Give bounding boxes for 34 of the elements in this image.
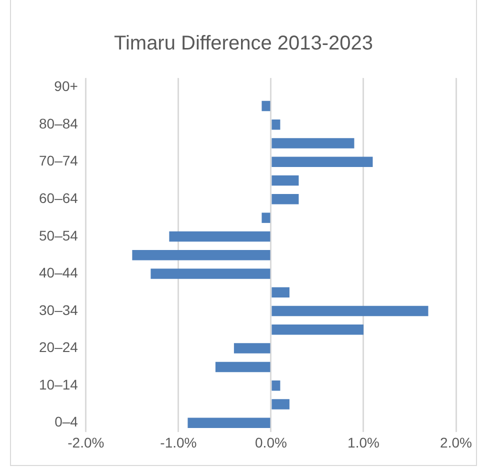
bar <box>272 306 428 316</box>
y-tick-label: 30–34 <box>38 302 78 318</box>
y-tick-label: 10–14 <box>38 376 78 392</box>
bar <box>272 119 280 130</box>
bar <box>262 100 270 112</box>
y-tick-label: 90+ <box>54 78 78 94</box>
bar <box>150 268 270 279</box>
bar <box>272 324 364 335</box>
y-tick-label: 80–84 <box>38 115 78 132</box>
y-tick-label: 40–44 <box>38 264 78 281</box>
bar <box>272 399 290 410</box>
bar <box>215 362 270 372</box>
bar <box>169 231 270 242</box>
bar <box>272 175 299 186</box>
y-tick-label: 0–4 <box>54 414 78 430</box>
bar <box>272 156 373 168</box>
y-tick-label: 20–24 <box>38 339 78 356</box>
chart-title: Timaru Difference 2013-2023 <box>114 32 374 55</box>
bar <box>272 138 354 148</box>
x-tick-label: 1.0% <box>348 434 380 450</box>
x-tick-label: -1.0% <box>160 434 197 450</box>
x-tick-label: 2.0% <box>440 434 472 450</box>
y-tick-label: 50–54 <box>38 227 78 244</box>
x-tick-label: -2.0% <box>68 434 104 450</box>
y-tick-label: 70–74 <box>38 152 78 169</box>
y-tick-label: 60–64 <box>38 190 78 206</box>
bar <box>262 212 270 223</box>
bar <box>272 380 280 391</box>
x-tick-label: 0.0% <box>255 434 287 450</box>
bar <box>132 250 270 260</box>
bar <box>234 343 270 354</box>
bar <box>272 287 290 298</box>
bar <box>188 418 270 428</box>
bar <box>272 194 299 204</box>
